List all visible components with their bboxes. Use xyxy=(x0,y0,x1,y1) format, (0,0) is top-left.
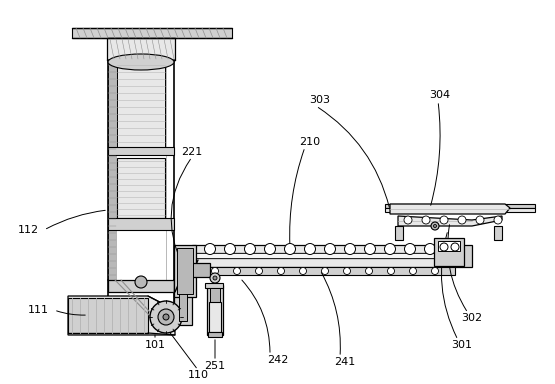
Bar xyxy=(117,158,165,218)
Circle shape xyxy=(445,243,456,255)
Circle shape xyxy=(213,276,217,280)
Circle shape xyxy=(255,268,263,275)
Bar xyxy=(205,267,455,275)
Bar xyxy=(210,288,220,302)
Bar xyxy=(494,226,502,240)
Text: 241: 241 xyxy=(334,357,356,367)
Text: 303: 303 xyxy=(310,95,330,105)
Circle shape xyxy=(405,243,416,255)
Text: 242: 242 xyxy=(268,355,289,365)
Bar xyxy=(179,283,187,321)
Bar xyxy=(438,241,460,251)
Text: 101: 101 xyxy=(144,340,165,350)
Circle shape xyxy=(431,268,438,275)
Circle shape xyxy=(458,216,466,224)
Bar xyxy=(117,62,165,147)
Circle shape xyxy=(285,243,295,255)
Circle shape xyxy=(211,268,219,275)
Circle shape xyxy=(305,243,315,255)
Text: 302: 302 xyxy=(461,313,482,323)
Circle shape xyxy=(385,243,396,255)
Ellipse shape xyxy=(108,54,174,70)
Polygon shape xyxy=(68,296,175,335)
Polygon shape xyxy=(390,204,510,214)
Polygon shape xyxy=(72,28,232,38)
Circle shape xyxy=(451,243,459,251)
Bar xyxy=(385,204,535,208)
Text: 301: 301 xyxy=(452,340,472,350)
Circle shape xyxy=(300,268,306,275)
Bar xyxy=(462,245,472,267)
Circle shape xyxy=(234,268,240,275)
Circle shape xyxy=(440,243,448,251)
Bar xyxy=(107,38,175,60)
Circle shape xyxy=(476,216,484,224)
Bar xyxy=(108,147,174,155)
Circle shape xyxy=(365,243,376,255)
Bar xyxy=(192,263,210,277)
Text: 221: 221 xyxy=(181,147,203,157)
Circle shape xyxy=(404,216,412,224)
Circle shape xyxy=(225,243,235,255)
Circle shape xyxy=(422,216,430,224)
Circle shape xyxy=(210,273,220,283)
Circle shape xyxy=(278,268,285,275)
Circle shape xyxy=(163,314,169,320)
Bar xyxy=(207,285,223,335)
Circle shape xyxy=(494,216,502,224)
Circle shape xyxy=(321,268,329,275)
Bar xyxy=(395,226,403,240)
Text: 251: 251 xyxy=(204,361,225,371)
Circle shape xyxy=(366,268,372,275)
Bar xyxy=(108,280,174,292)
Polygon shape xyxy=(398,216,502,226)
Bar xyxy=(192,253,462,258)
Circle shape xyxy=(431,222,439,230)
Circle shape xyxy=(265,243,275,255)
Bar xyxy=(174,245,196,297)
Bar xyxy=(205,283,223,288)
Bar xyxy=(177,248,193,294)
Circle shape xyxy=(410,268,416,275)
Circle shape xyxy=(150,301,182,333)
Text: 110: 110 xyxy=(188,370,209,380)
Bar xyxy=(108,62,116,280)
Bar xyxy=(434,238,464,266)
Bar xyxy=(192,245,462,253)
Circle shape xyxy=(344,268,351,275)
Circle shape xyxy=(158,309,174,325)
Circle shape xyxy=(440,216,448,224)
Polygon shape xyxy=(68,298,148,333)
Text: 210: 210 xyxy=(300,137,321,147)
Bar xyxy=(208,332,222,337)
Circle shape xyxy=(135,276,147,288)
Text: 111: 111 xyxy=(28,305,48,315)
Circle shape xyxy=(433,225,436,227)
Bar xyxy=(209,302,221,332)
Text: 112: 112 xyxy=(17,225,38,235)
Circle shape xyxy=(245,243,255,255)
Circle shape xyxy=(204,243,215,255)
Circle shape xyxy=(325,243,336,255)
Circle shape xyxy=(425,243,436,255)
Circle shape xyxy=(387,268,395,275)
Bar xyxy=(108,218,174,230)
Bar xyxy=(174,280,192,325)
Circle shape xyxy=(345,243,356,255)
Bar xyxy=(192,258,462,267)
Text: 304: 304 xyxy=(430,90,451,100)
Bar xyxy=(385,208,535,212)
